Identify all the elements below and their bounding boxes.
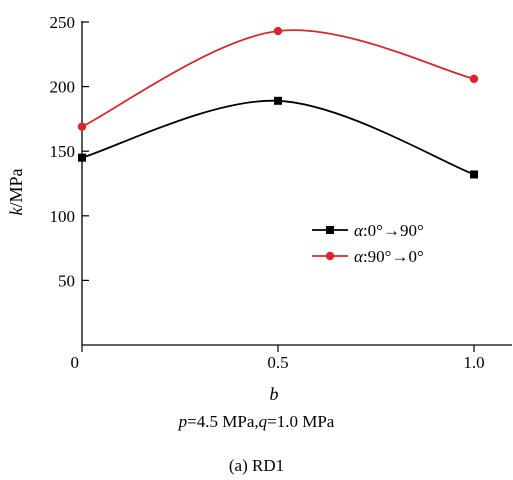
series-layer bbox=[77, 26, 479, 179]
q-value: =1.0 MPa bbox=[267, 412, 335, 431]
legend-label: α:0°→90° bbox=[354, 221, 424, 240]
y-tick-label: 100 bbox=[50, 207, 76, 226]
data-point-circle bbox=[77, 122, 87, 131]
legend-marker-square bbox=[326, 226, 334, 234]
axes bbox=[81, 21, 512, 346]
data-point-circle bbox=[273, 26, 283, 36]
legend-marker-circle bbox=[325, 251, 335, 261]
p-variable: p bbox=[178, 412, 188, 431]
q-variable: q bbox=[258, 412, 268, 431]
x-tick-label: 1.0 bbox=[463, 353, 484, 372]
conditions-caption: p=4.5 MPa,q=1.0 MPa bbox=[0, 412, 513, 432]
p-value: =4.5 MPa, bbox=[187, 412, 259, 431]
y-tick-label: 250 bbox=[50, 13, 76, 32]
ticks: 50 100 150 200 250 0 0.5 1.0 bbox=[50, 13, 485, 372]
y-axis-title: k/MPa bbox=[6, 168, 26, 215]
x-tick-label: 0 bbox=[71, 353, 80, 372]
y-tick-label: 150 bbox=[50, 142, 76, 161]
y-tick-label: 200 bbox=[50, 78, 76, 97]
x-tick-label: 0.5 bbox=[267, 353, 288, 372]
legend-label: α:90°→0° bbox=[354, 247, 424, 266]
data-point-square bbox=[470, 170, 478, 179]
data-point-square bbox=[274, 96, 282, 105]
series-line-1 bbox=[81, 99, 475, 176]
data-point-square bbox=[78, 153, 86, 162]
panel-caption: (a) RD1 bbox=[228, 456, 285, 475]
legend: α:0°→90° α:90°→0° bbox=[312, 221, 424, 266]
data-point-circle bbox=[469, 74, 479, 84]
series-line-2 bbox=[81, 29, 475, 128]
x-axis-title: b bbox=[270, 384, 279, 404]
y-tick-label: 50 bbox=[58, 271, 75, 290]
